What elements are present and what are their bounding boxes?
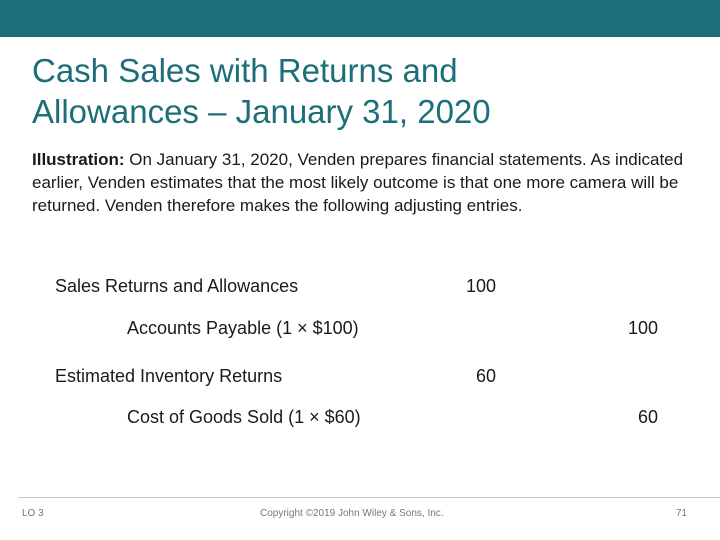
slide-title-line-2: Allowances – January 31, 2020: [32, 93, 491, 130]
learning-objective-label: LO 3: [22, 508, 44, 519]
slide-title-line-1: Cash Sales with Returns and: [32, 52, 458, 89]
journal-credit-accounts-payable: 100: [627, 318, 658, 338]
journal-credit-cost-of-goods-sold: 60: [637, 407, 658, 427]
slide-title: Cash Sales with Returns and Allowances –…: [32, 50, 692, 132]
journal-account-accounts-payable: Accounts Payable (1 × $100): [127, 318, 359, 338]
journal-account-estimated-inventory-returns: Estimated Inventory Returns: [55, 366, 283, 386]
journal-account-sales-returns: Sales Returns and Allowances: [55, 276, 299, 296]
copyright-notice: Copyright ©2019 John Wiley & Sons, Inc.: [260, 508, 444, 519]
journal-debit-estimated-inventory-returns: 60: [475, 366, 496, 386]
journal-account-cost-of-goods-sold: Cost of Goods Sold (1 × $60): [127, 407, 361, 427]
illustration-text: On January 31, 2020, Venden prepares fin…: [32, 150, 684, 215]
journal-debit-sales-returns: 100: [465, 276, 496, 296]
header-bar: [0, 0, 720, 37]
page-number: 71: [676, 508, 688, 519]
illustration-label: Illustration:: [32, 150, 125, 169]
footer-divider: [18, 497, 720, 498]
illustration-paragraph: Illustration: On January 31, 2020, Vende…: [32, 148, 702, 217]
